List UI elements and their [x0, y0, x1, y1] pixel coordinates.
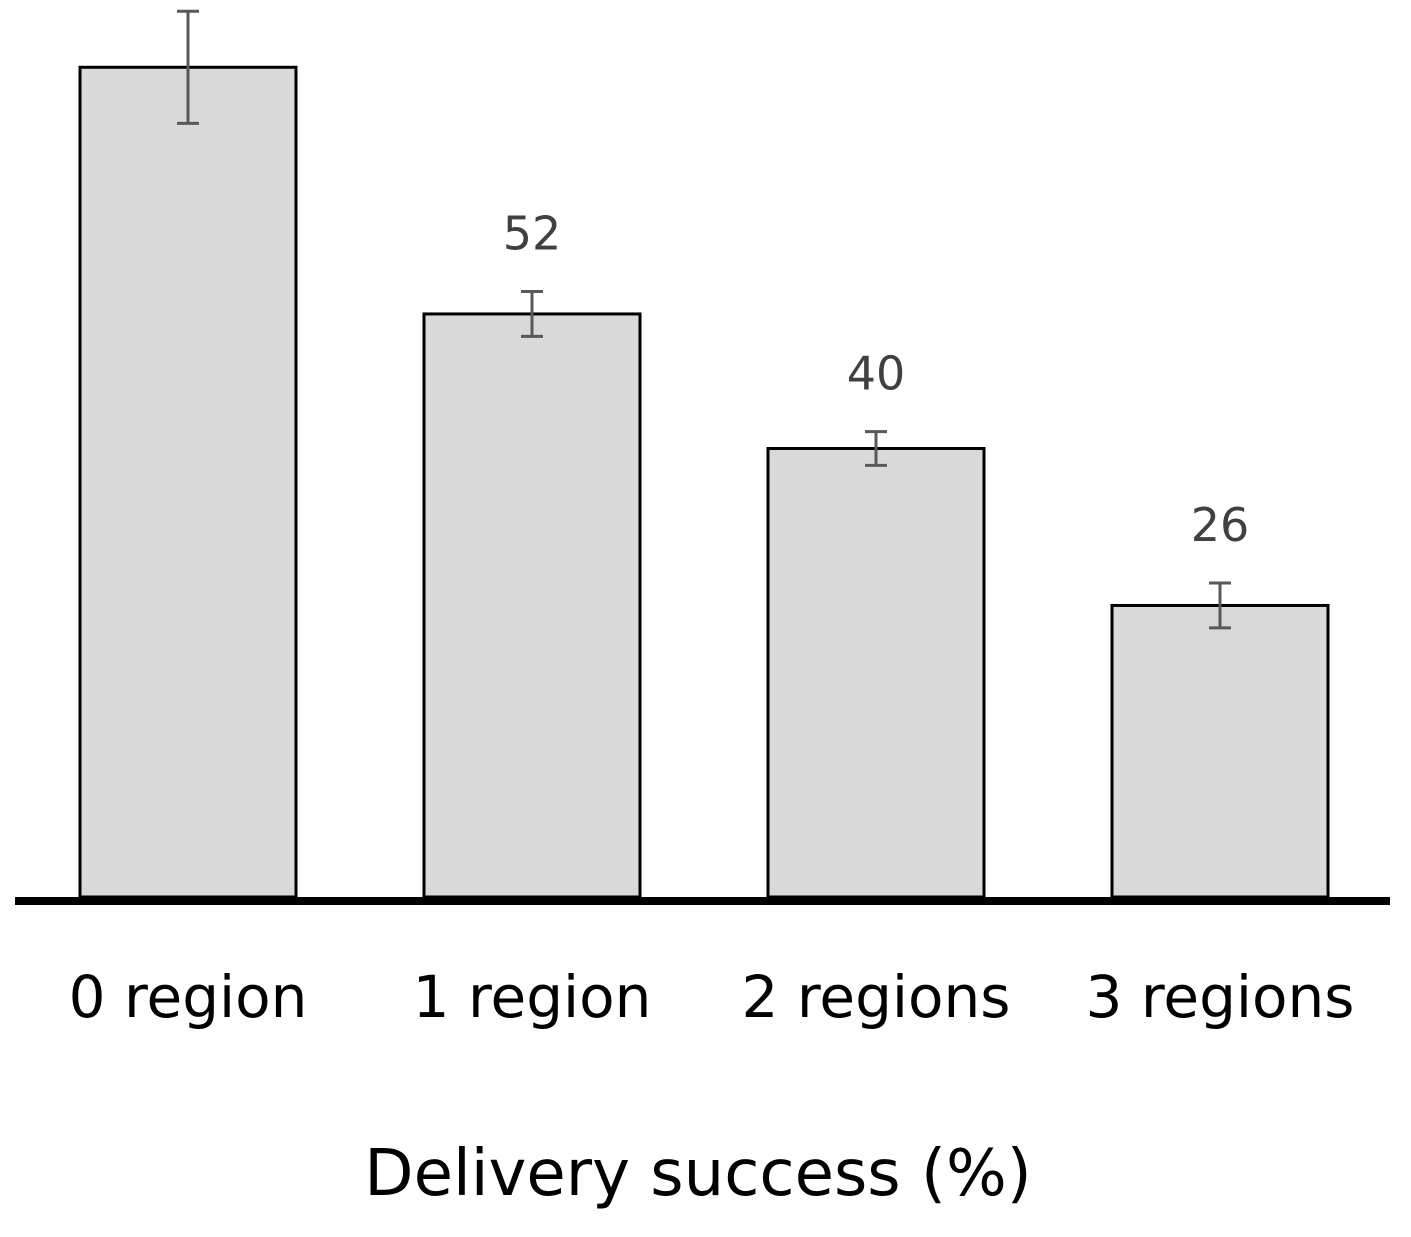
x-tick-label-1: 1 region: [413, 963, 652, 1031]
bar-3: [1110, 603, 1330, 899]
error-bar-2: [865, 430, 887, 467]
x-tick-label-3: 3 regions: [1086, 963, 1355, 1031]
x-axis-title: Delivery success (%): [364, 1137, 1031, 1211]
bars-layer: [78, 65, 1330, 899]
x-tick-label-0: 0 region: [69, 963, 308, 1031]
bar-2: [766, 447, 986, 899]
data-label-3: 26: [1191, 498, 1250, 552]
error-bar-1: [521, 290, 543, 338]
bar-0: [78, 65, 298, 899]
bar-1: [422, 312, 642, 899]
x-tick-label-2: 2 regions: [742, 963, 1011, 1031]
x-tick-labels-layer: 0 region 1 region 2 regions 3 regions: [69, 963, 1355, 1031]
data-label-2: 40: [847, 347, 906, 401]
data-label-1: 52: [503, 207, 562, 261]
data-labels-layer: 74524026: [503, 207, 1250, 553]
error-bars-layer: [177, 9, 1231, 630]
error-bar-0: [177, 9, 199, 125]
error-bar-3: [1209, 581, 1231, 630]
